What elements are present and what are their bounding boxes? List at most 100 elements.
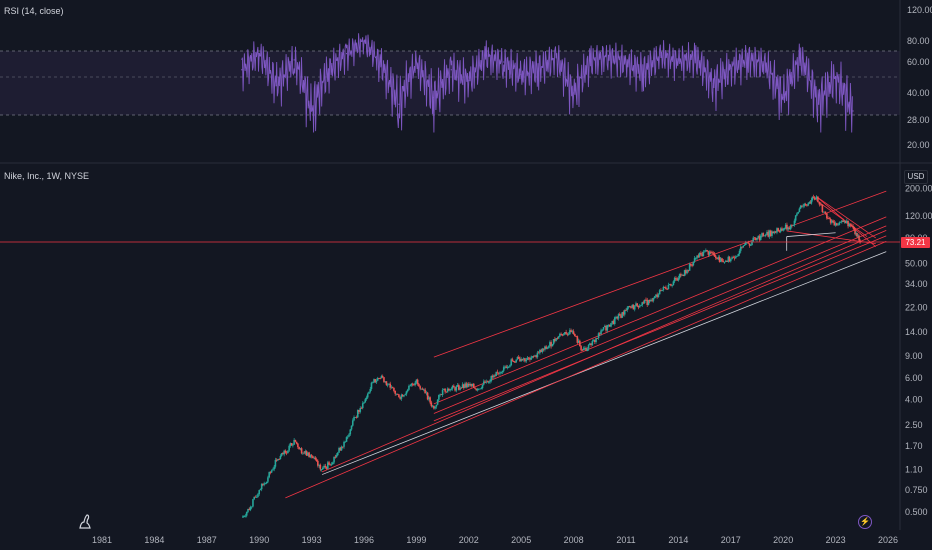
- candle-body: [818, 201, 821, 205]
- candle-body: [440, 394, 443, 396]
- candle-body: [734, 256, 737, 259]
- tradingview-logo-icon[interactable]: [76, 511, 96, 531]
- candle-body: [717, 257, 720, 260]
- candle-body: [722, 261, 725, 262]
- candle-body: [582, 348, 585, 351]
- trendline[interactable]: [816, 196, 877, 239]
- candle-body: [389, 383, 391, 388]
- candle-body: [399, 397, 401, 399]
- time-axis[interactable]: 1981 1984 1987 1990 1993 1996 1999 2002 2005 2008…: [92, 535, 898, 545]
- candle-body: [846, 220, 848, 224]
- candle-body: [366, 393, 369, 398]
- rsi-price-axis[interactable]: 120.00 80.00 60.00 40.00 28.00 20.00: [907, 5, 932, 150]
- candle-body: [323, 465, 325, 468]
- candle-body: [552, 339, 555, 345]
- candle-body: [522, 358, 525, 360]
- candle-body: [856, 233, 858, 237]
- candle-body: [836, 223, 838, 226]
- candle-body: [332, 462, 334, 465]
- candle-body: [260, 483, 263, 490]
- candle-body: [597, 333, 600, 339]
- candle-body: [318, 464, 320, 466]
- candle-body: [688, 264, 691, 271]
- candle-body: [727, 256, 730, 262]
- candle-body: [383, 377, 385, 382]
- candle-body: [701, 253, 703, 257]
- trendline[interactable]: [321, 251, 887, 475]
- candle-body: [739, 246, 742, 251]
- candle-body: [587, 345, 590, 349]
- candle-body: [456, 385, 459, 387]
- trendline[interactable]: [816, 200, 868, 237]
- candle-body: [426, 392, 429, 400]
- price-axis-tick-label: 200.00: [905, 183, 932, 193]
- candle-body: [350, 425, 353, 430]
- rsi-data-point: [712, 83, 714, 85]
- candle-body: [602, 327, 605, 330]
- candle-body: [287, 450, 289, 454]
- trendline[interactable]: [433, 235, 887, 422]
- candle-body: [764, 234, 767, 236]
- candle-body: [540, 349, 542, 352]
- candle-body: [333, 456, 335, 463]
- candle-body: [443, 388, 445, 390]
- candle-body: [542, 348, 545, 350]
- candle-body: [254, 496, 257, 498]
- candle-body: [373, 379, 375, 383]
- candle-body: [787, 227, 789, 230]
- candle-body: [638, 306, 641, 308]
- candle-body: [500, 372, 503, 374]
- candle-body: [759, 235, 762, 240]
- candle-body: [802, 205, 804, 207]
- candle-body: [314, 457, 317, 460]
- candle-body: [590, 343, 592, 346]
- time-axis-tick-label: 2017: [721, 535, 741, 545]
- candle-body: [749, 245, 752, 246]
- currency-button[interactable]: USD: [904, 170, 928, 184]
- candle-body: [581, 350, 584, 351]
- candle-body: [520, 358, 522, 362]
- trendline[interactable]: [433, 216, 887, 405]
- candle-body: [565, 332, 567, 334]
- trendline[interactable]: [786, 230, 876, 244]
- candle-body: [327, 462, 329, 469]
- time-axis-tick-label: 1987: [197, 535, 217, 545]
- trendline[interactable]: [285, 241, 887, 499]
- rsi-data-point: [677, 59, 680, 61]
- rsi-data-point: [293, 59, 295, 61]
- rsi-data-point: [520, 73, 522, 75]
- candle-body: [685, 270, 687, 274]
- lightning-icon[interactable]: ⚡: [858, 515, 872, 529]
- candle-body: [244, 515, 247, 517]
- trendline[interactable]: [786, 232, 836, 237]
- candle-body: [766, 231, 768, 235]
- candle-body: [338, 447, 340, 453]
- candle-body: [773, 231, 776, 234]
- candle-body: [577, 340, 580, 343]
- candle-body: [421, 388, 424, 390]
- trendline[interactable]: [433, 225, 887, 414]
- price-pane[interactable]: 200.00120.0080.0050.0034.0022.0014.009.0…: [0, 183, 932, 545]
- rsi-pane[interactable]: 120.00 80.00 60.00 40.00 28.00 20.00: [0, 5, 932, 150]
- candle-body: [567, 334, 570, 336]
- candle-body: [610, 322, 612, 327]
- candle-body: [575, 336, 577, 337]
- rsi-data-point: [450, 69, 452, 71]
- candle-body: [535, 355, 537, 358]
- candle-body: [325, 467, 328, 469]
- symbol-legend[interactable]: Nike, Inc., 1W, NYSE: [4, 171, 90, 181]
- trendline[interactable]: [433, 190, 887, 358]
- time-axis-tick-label: 1984: [144, 535, 164, 545]
- rsi-legend[interactable]: RSI (14, close): [4, 6, 64, 16]
- candle-body: [505, 366, 508, 368]
- candle-body: [823, 211, 825, 213]
- rsi-data-point: [660, 55, 662, 57]
- candle-body: [647, 300, 650, 305]
- candle-body: [758, 236, 761, 240]
- candle-body: [419, 386, 421, 389]
- candle-body: [288, 445, 290, 451]
- price-axis-tick-label: 34.00: [905, 279, 928, 289]
- candle-body: [633, 306, 636, 310]
- candle-body: [410, 383, 413, 386]
- candle-body: [525, 359, 527, 362]
